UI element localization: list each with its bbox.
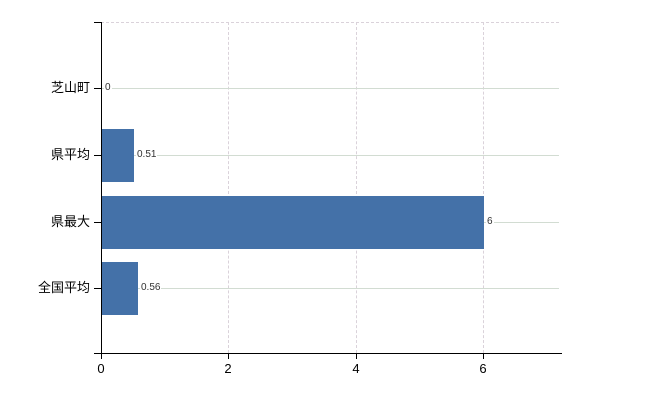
bar: [102, 262, 138, 315]
bar-value-label: 0: [104, 82, 112, 94]
y-axis-tick: [94, 88, 101, 89]
bar-value-label: 0.56: [140, 282, 162, 294]
bar: [102, 129, 134, 182]
y-axis-end-tick: [94, 22, 101, 23]
x-tick-label: 4: [352, 361, 360, 376]
x-gridline: [483, 22, 484, 353]
y-axis-tick: [94, 288, 101, 289]
category-label: 芝山町: [50, 80, 90, 95]
x-axis-tick: [228, 354, 229, 359]
category-label: 県平均: [50, 147, 90, 162]
x-axis-tick: [483, 354, 484, 359]
category-gridline: [101, 155, 559, 156]
x-gridline: [228, 22, 229, 353]
bar-value-label: 6: [486, 216, 494, 228]
y-axis-line: [101, 22, 102, 353]
x-tick-label: 0: [97, 361, 105, 376]
category-label: 全国平均: [37, 280, 90, 295]
plot-top-border: [101, 22, 559, 23]
category-gridline: [101, 88, 559, 89]
x-tick-label: 6: [479, 361, 487, 376]
category-label: 県最大: [50, 214, 90, 229]
x-gridline: [356, 22, 357, 353]
x-axis-line: [94, 353, 562, 354]
y-axis-tick: [94, 222, 101, 223]
x-axis-tick: [101, 354, 102, 359]
y-axis-tick: [94, 155, 101, 156]
bar-value-label: 0.51: [136, 149, 158, 161]
bar: [102, 196, 484, 249]
x-tick-label: 2: [224, 361, 232, 376]
category-gridline: [101, 288, 559, 289]
x-axis-tick: [356, 354, 357, 359]
